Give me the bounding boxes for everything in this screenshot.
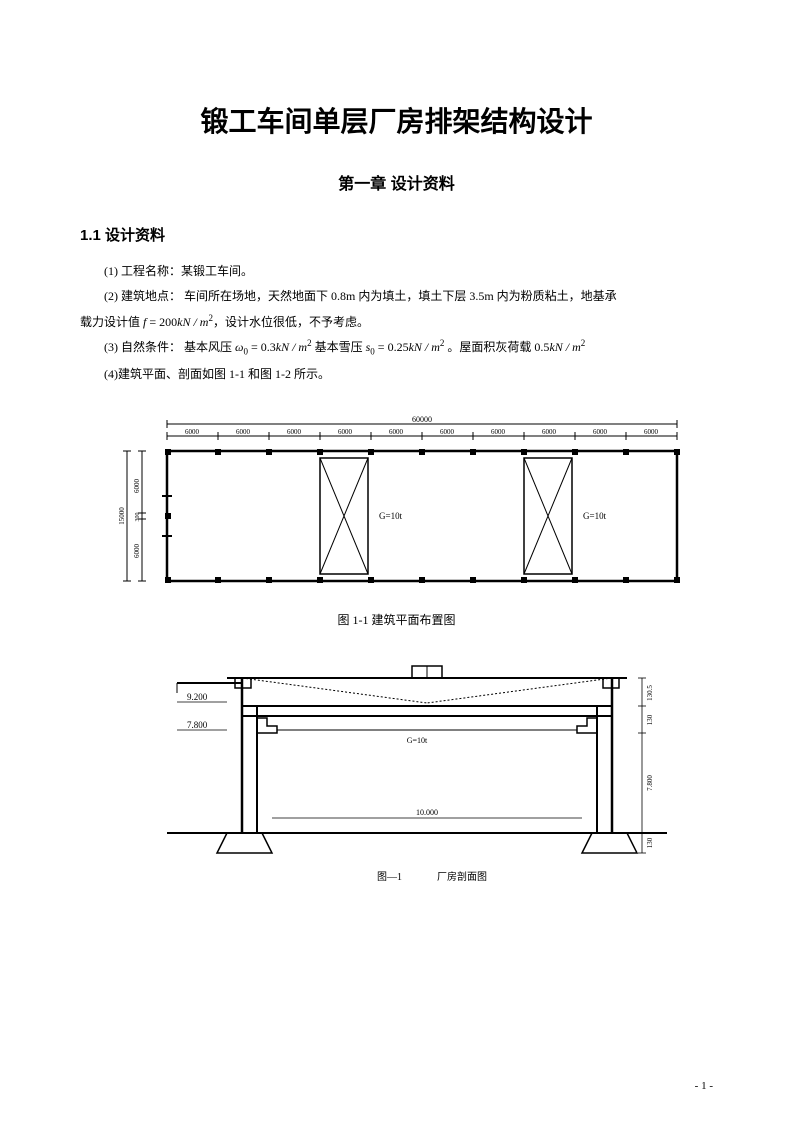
w0-unit: kN / m [276, 340, 307, 354]
dim-left-top: 6000 [133, 478, 141, 493]
section-drawing: G=10t 10.000 9.200 7.800 130.5 130 7.800… [117, 658, 677, 888]
item-1: (1) 工程名称：某锻工车间。 [80, 260, 713, 283]
crane-2 [524, 458, 572, 574]
dim-seg-3: 6000 [287, 428, 302, 436]
fig2-caption-num: 图—1 [377, 871, 402, 883]
dim-seg-8: 6000 [542, 428, 557, 436]
dim-seg-7: 6000 [491, 428, 506, 436]
item-3: (3) 自然条件： 基本风压 ω0 = 0.3kN / m2 基本雪压 s0 =… [80, 335, 713, 360]
formula-eq1: = 200 [146, 315, 177, 329]
dim-seg-4: 6000 [338, 428, 353, 436]
rdim-2: 130 [646, 714, 654, 725]
item-3-mid: 基本雪压 [312, 340, 366, 354]
document-title: 锻工车间单层厂房排架结构设计 [80, 100, 713, 140]
item-2-line2: 载力设计值 f = 200kN / m2，设计水位很低，不予考虑。 [80, 310, 713, 334]
elev-2: 7.800 [187, 720, 208, 730]
dim-seg-6: 6000 [440, 428, 455, 436]
column-left-mid [165, 513, 171, 519]
w0-val: = 0.3 [248, 340, 276, 354]
span-dim: 10.000 [416, 808, 438, 817]
rdim-1: 130.5 [646, 684, 654, 700]
s0-val: = 0.25 [375, 340, 409, 354]
page-number: - 1 - [695, 1080, 713, 1092]
s0-unit: kN / m [409, 340, 440, 354]
dim-seg-5: 6000 [389, 428, 404, 436]
item-3-post: 。屋面积灰荷载 0.5 [444, 340, 549, 354]
crane-1-label: G=10t [379, 511, 403, 521]
figure-1-caption: 图 1-1 建筑平面布置图 [80, 611, 713, 628]
dim-left-total: 15000 [118, 506, 126, 524]
item-2-pre: 载力设计值 [80, 315, 143, 329]
elev-1: 9.200 [187, 692, 208, 702]
dim-seg-1: 6000 [185, 428, 200, 436]
formula-unit1: kN / m [177, 315, 208, 329]
plan-drawing: 60000 6000 6000 6000 6000 6000 6000 6000… [97, 416, 697, 596]
rdim-3: 130 [646, 837, 654, 848]
dust-unit: kN / m [549, 340, 580, 354]
section-crane-label: G=10t [406, 736, 427, 745]
fig2-caption-text: 厂房剖面图 [437, 870, 487, 883]
figure-2: G=10t 10.000 9.200 7.800 130.5 130 7.800… [80, 658, 713, 888]
item-2-post: ，设计水位很低，不予考虑。 [213, 315, 369, 329]
item-3-pre: (3) 自然条件： 基本风压 [104, 340, 235, 354]
dim-left-mid: 300 [135, 512, 141, 521]
sup-2d: 2 [581, 338, 586, 348]
crane-2-label: G=10t [583, 511, 607, 521]
chapter-title: 第一章 设计资料 [80, 170, 713, 194]
item-4: (4)建筑平面、剖面如图 1-1 和图 1-2 所示。 [80, 363, 713, 386]
dim-left-bot: 6000 [133, 543, 141, 558]
crane-1 [320, 458, 368, 574]
figure-1: 60000 6000 6000 6000 6000 6000 6000 6000… [80, 416, 713, 628]
dim-seg-10: 6000 [644, 428, 659, 436]
section-title: 1.1 设计资料 [80, 224, 713, 245]
dim-seg-9: 6000 [593, 428, 608, 436]
dim-seg-2: 6000 [236, 428, 251, 436]
dim-total: 60000 [412, 416, 432, 424]
rdim-4: 7.800 [646, 774, 654, 790]
item-2-line1: (2) 建筑地点： 车间所在场地，天然地面下 0.8m 内为填土，填土下层 3.… [80, 285, 713, 308]
